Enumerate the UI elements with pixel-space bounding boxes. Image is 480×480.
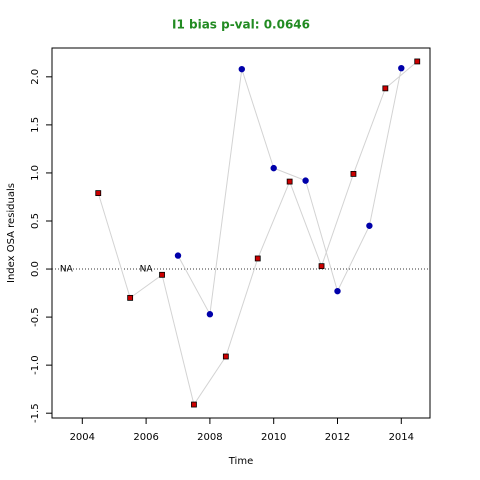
x-tick-label: 2004 [70,432,95,443]
y-axis-label: Index OSA residuals [6,183,17,283]
point [254,255,261,262]
point [127,294,134,301]
point [286,178,293,185]
y-tick-label: -1.0 [30,355,41,375]
series-line [177,68,402,316]
annotation: NA [60,265,74,275]
point [270,164,277,172]
point [191,401,197,408]
point [382,85,389,92]
x-tick-label: 2006 [133,432,158,443]
y-tick-label: 2.0 [30,69,41,85]
point [414,58,421,65]
y-tick-label: 1.0 [30,165,41,181]
y-tick-label: 0.0 [30,261,41,277]
y-tick-label: -0.5 [30,307,41,327]
x-tick-label: 2008 [197,432,222,443]
x-tick-label: 2012 [325,432,350,443]
point [366,222,373,229]
point [206,311,214,318]
x-tick-label: 2014 [389,432,414,443]
y-tick-label: 1.5 [30,117,41,133]
point [95,190,102,197]
point [159,271,165,278]
y-tick-label: -1.5 [30,403,41,423]
x-tick-label: 2010 [261,432,286,443]
point [222,353,229,360]
point [318,263,325,270]
annotation: NA [140,265,154,275]
chart-title: I1 bias p-val: 0.0646 [172,18,310,32]
point [398,64,405,72]
point [350,170,357,177]
series-line [97,61,418,406]
plot-frame [51,47,431,419]
point [334,287,341,295]
point [302,177,309,184]
x-axis-label: Time [228,456,253,467]
point [238,65,245,73]
point [174,252,182,259]
y-tick-label: 0.5 [30,213,41,229]
